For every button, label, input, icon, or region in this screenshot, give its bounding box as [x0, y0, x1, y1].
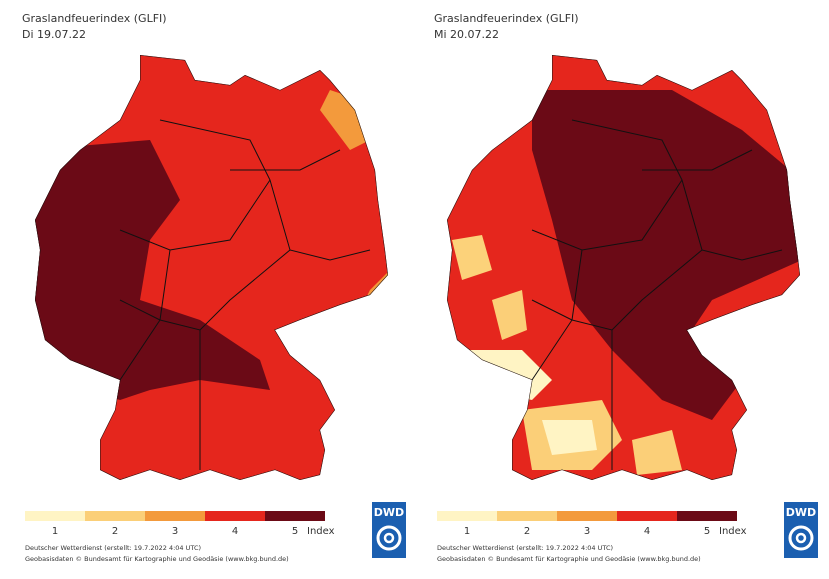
map-title: Graslandfeuerindex (GLFI)	[22, 12, 167, 25]
legend-swatch	[25, 511, 85, 521]
logo-swirl	[376, 525, 402, 551]
legend-label: 3	[584, 526, 590, 537]
map-day-2	[447, 55, 800, 480]
legend-label: 5	[292, 526, 298, 537]
legend-swatch	[265, 511, 325, 521]
legend-swatch	[145, 511, 205, 521]
map-title: Graslandfeuerindex (GLFI)	[434, 12, 579, 25]
footer-text: Deutscher Wetterdienst (erstellt: 19.7.2…	[25, 544, 201, 552]
legend-label: 1	[464, 526, 470, 537]
legend-swatch	[205, 511, 265, 521]
legend-label: 4	[232, 526, 238, 537]
legend-label: 2	[112, 526, 118, 537]
legend-unit: Index	[307, 526, 335, 537]
logo-swirl-inner	[383, 532, 395, 544]
legend-label: 4	[644, 526, 650, 537]
map-date: Mi 20.07.22	[434, 28, 499, 41]
legend-swatch	[497, 511, 557, 521]
logo-text: DWD	[374, 506, 404, 519]
legend-swatch	[85, 511, 145, 521]
legend-label: 2	[524, 526, 530, 537]
footer-text: Deutscher Wetterdienst (erstellt: 19.7.2…	[437, 544, 613, 552]
logo-swirl	[788, 525, 814, 551]
legend-swatch	[677, 511, 737, 521]
legend-label: 5	[704, 526, 710, 537]
legend-unit: Index	[719, 526, 747, 537]
legend-label: 3	[172, 526, 178, 537]
logo-swirl-inner	[795, 532, 807, 544]
footer-text: Geobasisdaten © Bundesamt für Kartograph…	[25, 555, 289, 563]
legend-label: 1	[52, 526, 58, 537]
dwd-logo: DWD	[372, 502, 406, 558]
legend-swatch	[617, 511, 677, 521]
legend-swatch	[557, 511, 617, 521]
map-day-1	[35, 55, 388, 480]
map-date: Di 19.07.22	[22, 28, 86, 41]
legend-swatch	[437, 511, 497, 521]
dwd-logo: DWD	[784, 502, 818, 558]
logo-text: DWD	[786, 506, 816, 519]
footer-text: Geobasisdaten © Bundesamt für Kartograph…	[437, 555, 701, 563]
